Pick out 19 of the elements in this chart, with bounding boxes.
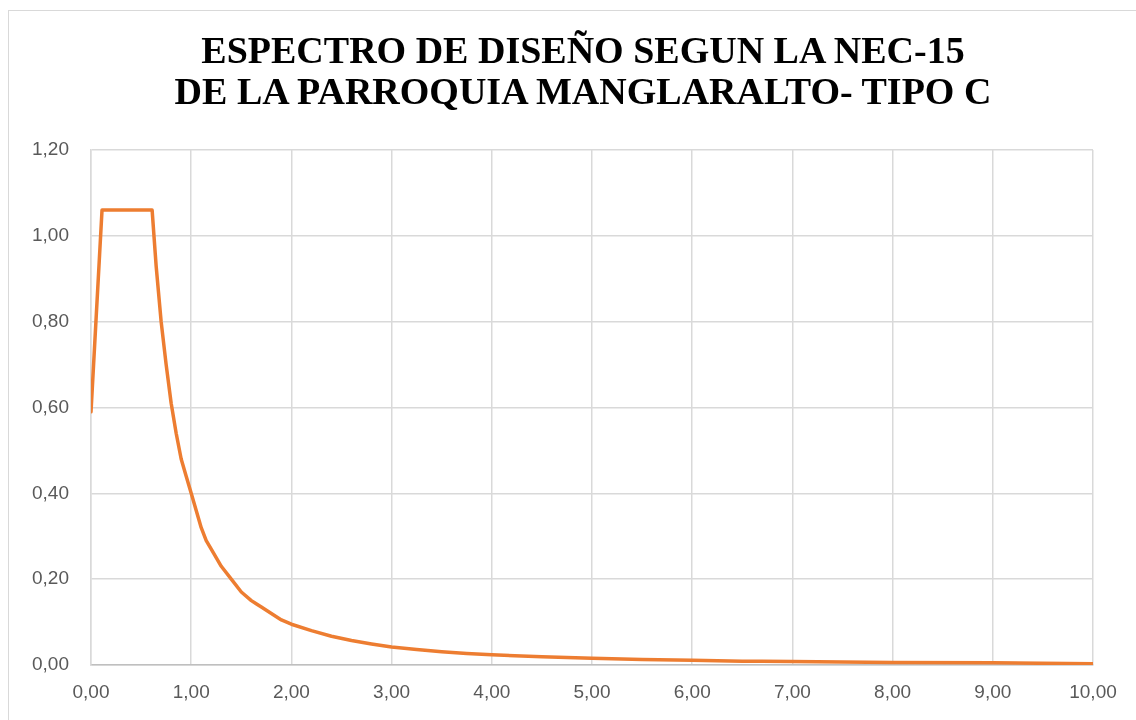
y-tick-label: 0,20 (32, 567, 69, 589)
x-tick-label: 2,00 (272, 680, 310, 702)
y-tick-label: 0,60 (32, 395, 69, 417)
y-tick-label: 1,20 (32, 138, 69, 160)
x-tick-label: 9,00 (974, 680, 1012, 702)
x-tick-label: 8,00 (874, 680, 912, 702)
y-tick-label: 1,00 (32, 224, 69, 246)
x-tick-label: 10,00 (1069, 680, 1117, 702)
y-tick-label: 0,00 (32, 653, 69, 675)
chart-title: ESPECTRO DE DISEÑO SEGUN LA NEC-15 DE LA PARROQUIA MANGLARALTO- TIPO C (173, 29, 993, 112)
x-tick-label: 3,00 (373, 680, 411, 702)
y-tick-label: 0,80 (32, 309, 69, 331)
x-tick-label: 5,00 (573, 680, 611, 702)
x-tick-label: 0,00 (72, 680, 110, 702)
x-tick-label: 7,00 (773, 680, 811, 702)
y-tick-label: 0,40 (32, 481, 69, 503)
x-tick-label: 6,00 (673, 680, 711, 702)
x-tick-label: 4,00 (473, 680, 511, 702)
x-tick-label: 1,00 (172, 680, 210, 702)
